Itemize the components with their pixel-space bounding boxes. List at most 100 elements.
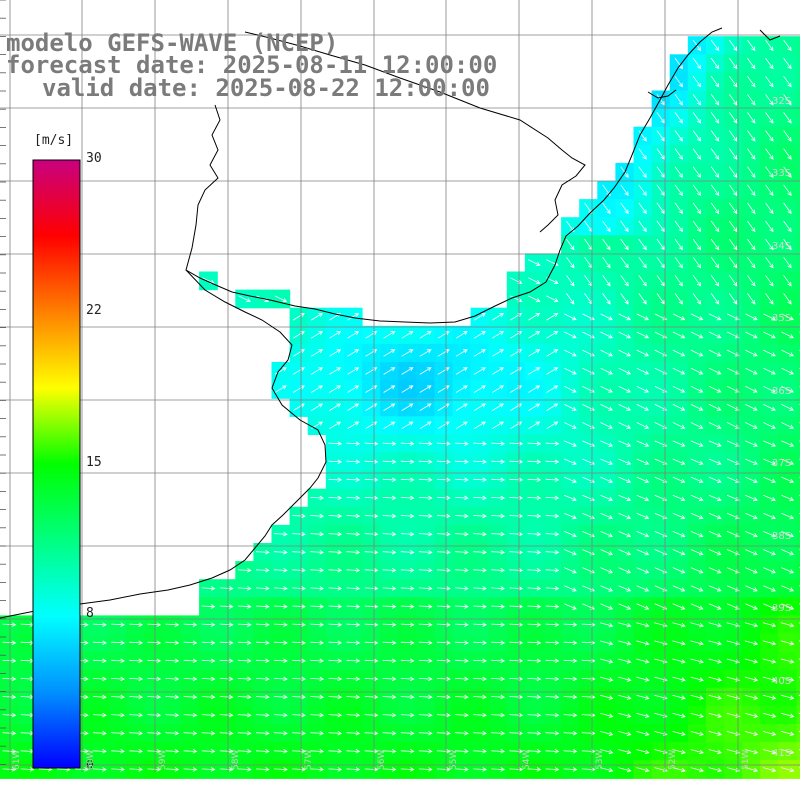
wind-vector: [692, 293, 702, 305]
wind-vector: [744, 694, 759, 700]
wind-vector: [274, 295, 288, 303]
wind-vector: [563, 749, 578, 754]
speed-cell: [434, 343, 454, 363]
wind-vector: [491, 676, 506, 682]
wind-vector: [400, 477, 415, 483]
speed-cell: [434, 362, 454, 381]
wind-vector: [527, 749, 542, 754]
wind-vector: [783, 39, 792, 52]
wind-vector: [111, 749, 125, 754]
wind-vector: [129, 658, 144, 664]
wind-vector: [237, 568, 252, 573]
speed-cell: [380, 416, 399, 435]
wind-vector: [692, 130, 702, 142]
wind-vector: [400, 568, 415, 573]
speed-cell: [380, 398, 399, 417]
wind-vector: [473, 531, 487, 537]
wind-vector: [763, 404, 776, 411]
speed-cell: [488, 307, 508, 327]
wind-vector: [564, 549, 577, 556]
speed-cell: [452, 362, 472, 381]
speed-cell: [488, 325, 508, 345]
wind-vector: [690, 440, 704, 447]
wind-vector: [346, 568, 361, 573]
wind-vector: [564, 603, 577, 610]
wind-vector: [599, 767, 614, 773]
wind-vector: [183, 622, 198, 627]
wind-vector: [690, 385, 704, 393]
wind-vector: [783, 293, 792, 305]
wind-vector: [527, 640, 542, 645]
wind-vector: [347, 349, 360, 357]
speed-cell: [325, 398, 345, 417]
wind-vector: [310, 640, 325, 645]
wind-vector: [545, 658, 560, 664]
lon-label: 58W: [231, 749, 241, 770]
wind-vector: [783, 202, 792, 215]
wind-vector: [747, 256, 756, 269]
wind-vector: [2, 712, 17, 718]
wind-vector: [708, 585, 722, 592]
speed-cell: [543, 416, 562, 435]
wind-vector: [672, 676, 686, 682]
wind-vector: [382, 604, 397, 609]
wind-vector: [708, 331, 722, 339]
wind-vector: [563, 640, 578, 645]
wind-vector: [292, 604, 306, 609]
wind-vector: [292, 367, 305, 375]
wind-vector: [74, 767, 89, 772]
wind-vector: [364, 513, 379, 519]
speed-cell: [325, 343, 345, 363]
wind-vector: [382, 531, 397, 537]
speed-cell: [488, 416, 508, 435]
wind-vector: [708, 367, 722, 375]
wind-vector: [346, 676, 361, 682]
wind-vector: [201, 658, 216, 664]
wind-vector: [382, 767, 397, 772]
wind-vector: [274, 640, 288, 645]
wind-vector: [710, 94, 720, 106]
wind-vector: [602, 220, 611, 233]
wind-vector: [473, 694, 487, 700]
speed-cell: [796, 651, 800, 671]
wind-vector: [237, 676, 252, 682]
wind-vector: [455, 622, 469, 627]
lat-label: 38S: [772, 531, 792, 542]
wind-vector: [455, 767, 469, 772]
speed-cell: [796, 543, 800, 562]
wind-vector: [436, 531, 451, 537]
wind-vector: [400, 676, 415, 682]
speed-cell: [289, 325, 309, 345]
wind-vector: [783, 275, 792, 287]
wind-vector: [491, 749, 506, 754]
wind-vector: [528, 403, 541, 411]
wind-vector: [600, 385, 613, 393]
wind-vector: [747, 94, 756, 106]
wind-vector: [747, 39, 756, 52]
wind-vector: [455, 513, 469, 519]
wind-vector: [781, 494, 795, 502]
speed-cell: [543, 307, 562, 327]
wind-vector: [638, 275, 647, 287]
wind-vector: [727, 313, 740, 321]
wind-vector: [618, 331, 632, 339]
wind-vector: [382, 495, 397, 501]
wind-vector: [382, 441, 397, 446]
wind-vector: [620, 202, 629, 215]
wind-vector: [656, 202, 665, 215]
wind-vector: [400, 694, 415, 700]
speed-cell: [524, 380, 544, 399]
wind-vector: [418, 459, 433, 464]
wind-vector: [545, 495, 560, 501]
wind-vector: [692, 94, 702, 106]
speed-cell: [380, 325, 399, 345]
wind-vector: [600, 531, 614, 538]
speed-cell: [796, 524, 800, 544]
wind-vector: [780, 676, 795, 682]
speed-cell: [362, 398, 381, 417]
wind-vector: [692, 166, 702, 178]
wind-vector: [747, 220, 756, 233]
model-title: modelo GEFS-WAVE (NCEP): [6, 29, 339, 57]
wind-vector: [401, 367, 414, 375]
wind-vector: [708, 658, 723, 664]
